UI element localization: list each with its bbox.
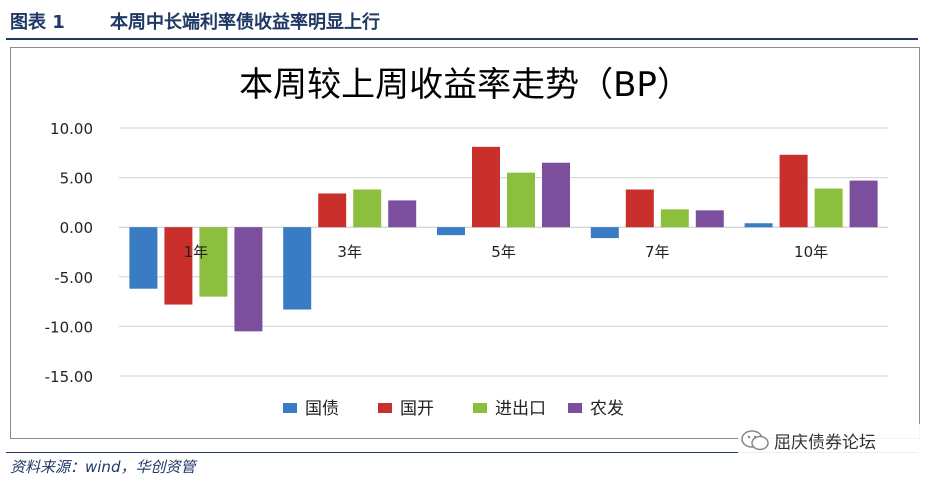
bar [590, 227, 619, 239]
legend-label: 国开 [400, 399, 434, 419]
source-note: 资料来源：wind，华创资管 [10, 458, 196, 476]
bar [353, 189, 382, 228]
legend-label: 国债 [305, 399, 339, 419]
y-axis-tick-labels: 10.00 5.00 0.00 -5.00 -10.00 -15.00 [45, 120, 93, 386]
chart-frame: 本周较上周收益率走势（BP） 10.00 5.00 0.00 -5.00 -10.00 -… [10, 47, 920, 439]
bar [472, 146, 500, 228]
y-tick-label: -5.00 [54, 269, 93, 287]
figure-label: 图表 1 [10, 12, 65, 33]
bar [437, 227, 465, 236]
figure-caption: 本周中长端利率债收益率明显上行 [110, 12, 380, 33]
wechat-icon [741, 430, 769, 451]
bar [388, 200, 417, 228]
bar [318, 193, 347, 228]
figure-header: 图表 1 本周中长端利率债收益率明显上行 [6, 4, 918, 40]
x-tick-label: 10年 [794, 243, 828, 261]
bar [849, 180, 878, 228]
x-tick-label: 1年 [184, 243, 209, 261]
watermark: 屈庆债券论坛 [738, 424, 928, 454]
bar [234, 227, 263, 332]
legend-swatch [283, 403, 297, 413]
y-tick-label: 10.00 [50, 120, 93, 138]
bar [779, 154, 808, 228]
bar [744, 223, 773, 228]
legend-swatch [473, 403, 487, 413]
footer-divider [6, 452, 918, 453]
bar [625, 189, 654, 228]
y-tick-label: -10.00 [45, 318, 93, 336]
watermark-text: 屈庆债券论坛 [774, 433, 876, 453]
bar [507, 172, 535, 228]
bar-chart: 本周较上周收益率走势（BP） 10.00 5.00 0.00 -5.00 -10.00 -… [45, 65, 888, 419]
bar [283, 227, 312, 310]
bar [199, 227, 228, 297]
x-tick-label: 7年 [645, 243, 670, 261]
legend-label: 进出口 [495, 399, 546, 419]
bar [695, 210, 724, 228]
bar [164, 227, 193, 305]
y-tick-label: 5.00 [60, 170, 93, 188]
legend-swatch [568, 403, 582, 413]
legend-label: 农发 [590, 399, 624, 419]
bar [814, 188, 843, 228]
legend: 国债 国开 进出口 农发 [283, 399, 624, 419]
x-tick-label: 3年 [337, 243, 362, 261]
x-tick-label: 5年 [491, 243, 516, 261]
y-tick-label: -15.00 [45, 368, 93, 386]
bar [542, 162, 570, 228]
bars [129, 146, 878, 332]
y-tick-label: 0.00 [60, 219, 93, 237]
x-axis-tick-labels: 1年 3年 5年 7年 10年 [184, 243, 829, 261]
bar [129, 227, 158, 289]
legend-swatch [378, 403, 392, 413]
bar [660, 209, 689, 228]
chart-title: 本周较上周收益率走势（BP） [239, 65, 691, 105]
